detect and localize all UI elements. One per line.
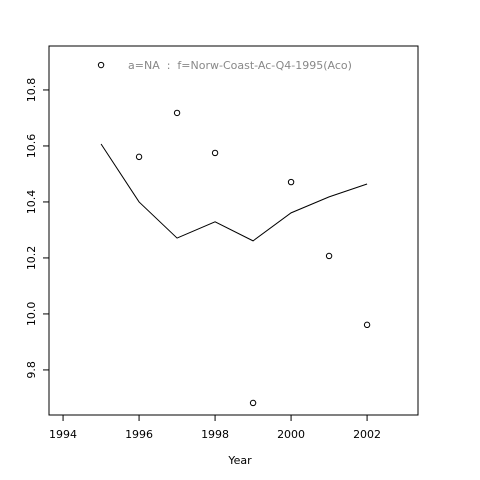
x-tick-label: 2000 <box>277 428 305 441</box>
data-point <box>325 252 333 260</box>
x-tick-label: 1996 <box>125 428 153 441</box>
data-point <box>287 178 295 186</box>
data-point <box>363 321 371 329</box>
x-tick-label: 1998 <box>201 428 229 441</box>
y-tick-label: 9.8 <box>25 361 38 379</box>
x-axis-label: Year <box>227 454 252 467</box>
y-tick-label: 10.4 <box>25 190 38 215</box>
chart-title: a=NA : f=Norw-Coast-Ac-Q4-1995(Aco) <box>128 59 352 72</box>
y-tick-label: 10.8 <box>25 78 38 103</box>
data-point <box>249 399 257 407</box>
x-tick-label: 1994 <box>49 428 77 441</box>
y-tick-label: 10.0 <box>25 302 38 327</box>
data-line <box>100 143 368 242</box>
y-tick-label: 10.2 <box>25 246 38 271</box>
y-tick-label: 10.6 <box>25 134 38 159</box>
data-point <box>97 61 105 69</box>
data-point <box>211 149 219 157</box>
data-point <box>135 153 143 161</box>
data-point <box>173 109 181 117</box>
x-tick-label: 2002 <box>353 428 381 441</box>
